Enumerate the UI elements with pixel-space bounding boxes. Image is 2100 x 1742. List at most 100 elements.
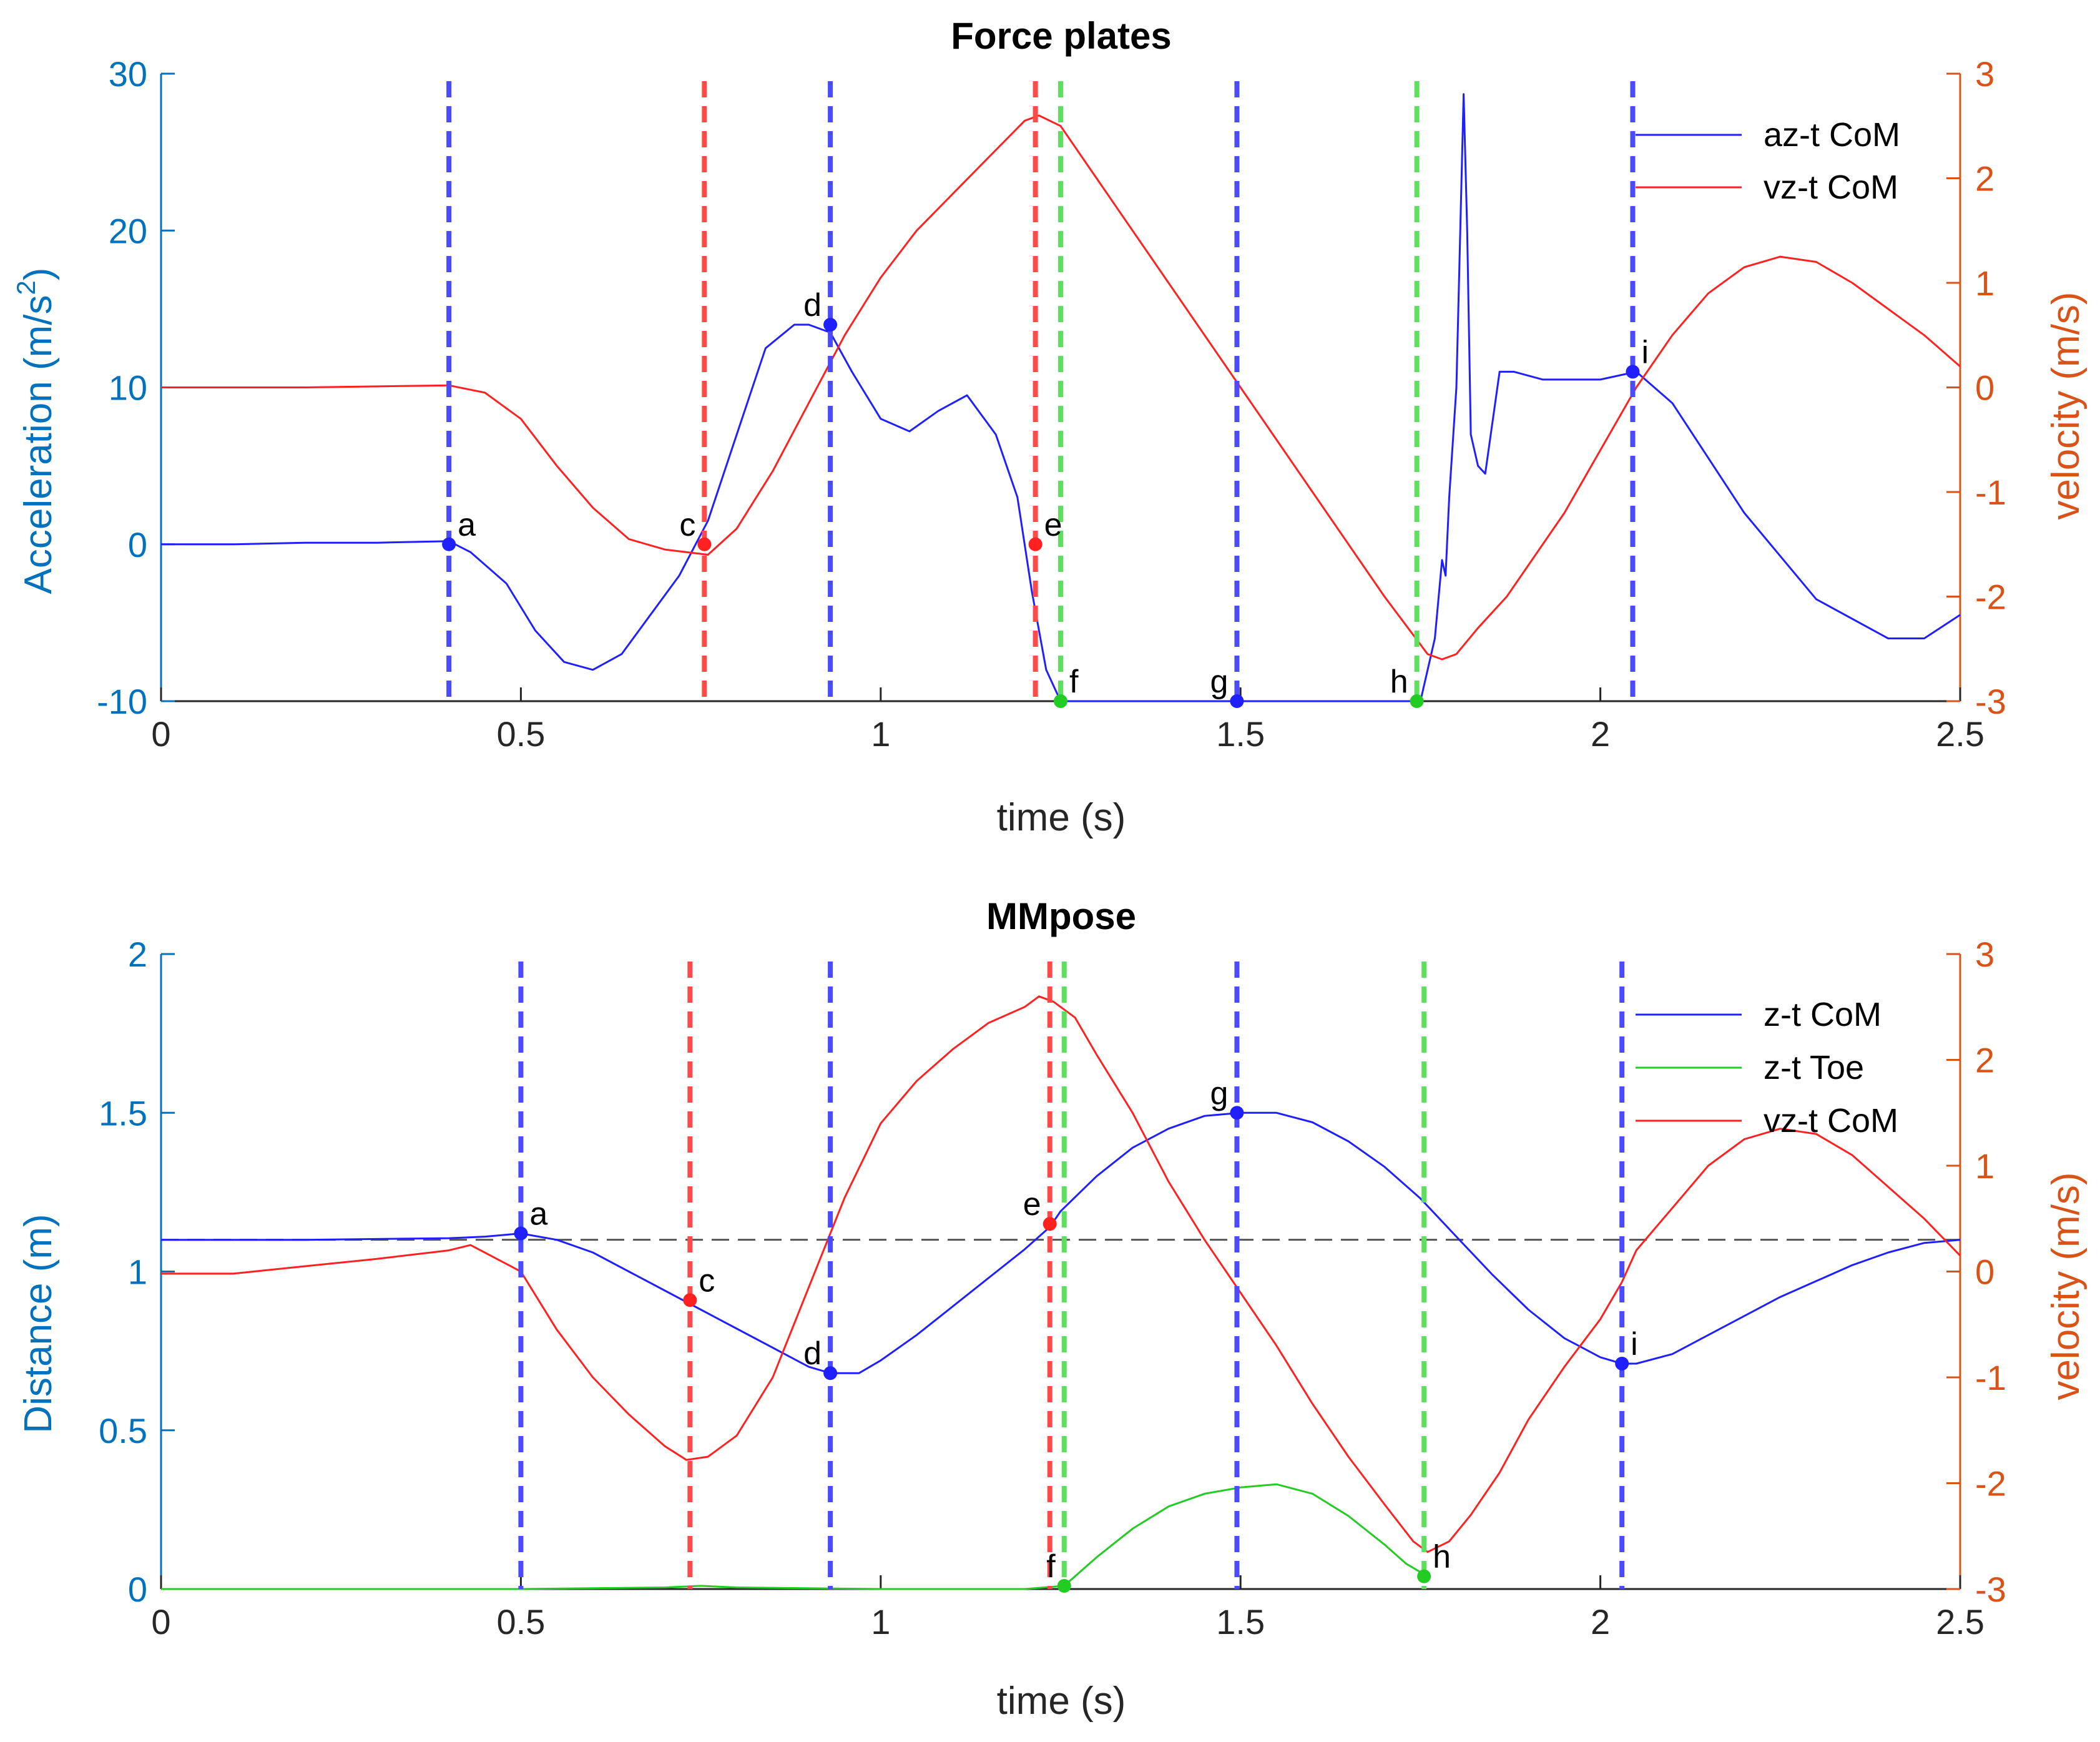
y-right-tick-labels: -3 -2 -1 0 1 2 3	[1975, 54, 2006, 721]
y-right-tick-label: 1	[1975, 263, 1995, 303]
x-tick-label: 2	[1591, 1602, 1610, 1641]
y-right-tick-label: 0	[1975, 368, 1995, 408]
x-tick-label: 0	[151, 714, 170, 754]
y-right-tick-label: 1	[1975, 1146, 1995, 1186]
x-tick-label: 0.5	[496, 1602, 545, 1641]
y-right-tick-label: -1	[1975, 1358, 2006, 1397]
event-point-e	[1028, 537, 1043, 551]
chart-title: Force plates	[951, 15, 1171, 57]
series-line-z-t-com	[161, 1111, 1961, 1374]
legend-label-az: az-t CoM	[1764, 116, 1900, 154]
event-point-g	[1230, 694, 1244, 708]
x-tick-labels: 0 0.5 1 1.5 2 2.5	[151, 1602, 1985, 1641]
series-line-z-t-toe	[161, 1483, 1428, 1590]
x-tick-label: 0.5	[496, 714, 545, 754]
y-left-tick-label: 0	[128, 1570, 147, 1609]
y-right-tick-label: 2	[1975, 159, 1995, 199]
x-axis-label: time (s)	[997, 796, 1126, 839]
event-point-label: g	[1210, 1075, 1229, 1111]
y-right-tick-label: 2	[1975, 1041, 1995, 1080]
event-point-label: h	[1433, 1539, 1451, 1575]
event-point-label: e	[1044, 507, 1062, 543]
y-left-tick-label: 30	[109, 54, 147, 94]
y-axis-left-label-superscript: 2	[11, 280, 41, 295]
y-left-tick-label: 2	[128, 935, 147, 974]
x-tick-label: 1.5	[1216, 1602, 1265, 1641]
y-left-tick-label: 20	[109, 211, 147, 250]
event-point-label: f	[1069, 664, 1079, 700]
y-axis-left-label: Acceleration (m/s2)	[11, 268, 60, 594]
event-point-c	[697, 537, 712, 551]
event-point-h	[1410, 694, 1424, 708]
y-axis-right-label: velocity (m/s)	[2044, 292, 2088, 519]
y-axis-right-label: velocity (m/s)	[2044, 1172, 2088, 1400]
legend-label-vz: vz-t CoM	[1764, 169, 1898, 206]
y-left-tick-labels: -10 0 10 20 30	[97, 54, 147, 721]
y-axis-left-label-main: Acceleration (m/s	[17, 295, 60, 594]
event-point-label: g	[1210, 664, 1229, 700]
x-tick-label: 2.5	[1936, 1602, 1985, 1641]
event-point-d	[823, 1366, 838, 1380]
event-point-i	[1626, 365, 1640, 379]
event-point-f	[1057, 1578, 1071, 1593]
y-left-tick-label: 1.5	[99, 1093, 147, 1133]
x-tick-label: 2	[1591, 714, 1610, 754]
event-point-label: i	[1631, 1326, 1638, 1362]
event-point-c	[683, 1293, 697, 1307]
event-point-label: a	[458, 507, 476, 543]
event-point-label: e	[1023, 1186, 1041, 1223]
y-left-tick-label: -10	[97, 682, 147, 721]
event-point-h	[1417, 1569, 1431, 1583]
x-tick-label: 0	[151, 1602, 170, 1641]
x-axis-label: time (s)	[997, 1680, 1126, 1723]
series-line-vz-t-com	[161, 995, 1961, 1553]
x-tick-labels: 0 0.5 1 1.5 2 2.5	[151, 714, 1985, 754]
series-line-az-t-com	[161, 93, 1961, 702]
plot-area: a c d e f g h i	[160, 72, 1961, 708]
y-right-tick-label: 3	[1975, 935, 1995, 974]
event-point-label: h	[1390, 664, 1408, 700]
y-axis-left-label-close: )	[17, 268, 60, 281]
event-point-f	[1054, 694, 1067, 708]
event-point-d	[823, 318, 838, 332]
event-point-label: c	[679, 507, 695, 543]
y-axis-left-label: Distance (m)	[17, 1214, 60, 1433]
legend-label-z-com: z-t CoM	[1764, 996, 1882, 1033]
series-line-vz-t-com	[161, 114, 1961, 661]
event-point-label: a	[529, 1196, 547, 1232]
legend-label-vz-com: vz-t CoM	[1764, 1102, 1898, 1139]
legend-label-z-toe: z-t Toe	[1764, 1049, 1864, 1086]
y-right-tick-label: -3	[1975, 682, 2006, 721]
x-tick-label: 2.5	[1936, 714, 1985, 754]
x-tick-label: 1.5	[1216, 714, 1265, 754]
y-right-tick-label: -1	[1975, 473, 2006, 512]
event-point-label: d	[803, 1336, 822, 1372]
y-left-tick-labels: 0 0.5 1 1.5 2	[99, 935, 147, 1609]
legend: z-t CoM z-t Toe vz-t CoM	[1636, 996, 1898, 1139]
event-point-label: i	[1641, 334, 1649, 370]
y-right-tick-label: -2	[1975, 1464, 2006, 1503]
y-left-tick-label: 10	[109, 368, 147, 408]
event-point-a	[442, 537, 456, 551]
event-point-label: f	[1046, 1548, 1056, 1585]
panel-mmpose: MMpose a c d e f g h i 0 0.5 1 1.5 2 2.5 0 0.5 1 1.5 2 -…	[17, 895, 2088, 1723]
y-left-tick-label: 0	[128, 525, 147, 564]
chart-title: MMpose	[986, 895, 1136, 937]
event-point-e	[1043, 1217, 1057, 1231]
x-tick-label: 1	[871, 1602, 890, 1641]
legend: az-t CoM vz-t CoM	[1636, 116, 1900, 206]
y-right-tick-label: -3	[1975, 1570, 2006, 1609]
y-right-tick-label: 3	[1975, 54, 1995, 94]
y-left-tick-label: 0.5	[99, 1411, 147, 1450]
event-point-label: c	[699, 1262, 715, 1299]
event-point-label: d	[803, 287, 822, 323]
event-point-a	[514, 1226, 528, 1241]
event-point-i	[1615, 1356, 1629, 1370]
plot-area: a c d e f g h i	[160, 953, 1961, 1593]
y-right-tick-label: -2	[1975, 578, 2006, 617]
event-point-g	[1230, 1106, 1244, 1120]
y-right-tick-label: 0	[1975, 1252, 1995, 1292]
